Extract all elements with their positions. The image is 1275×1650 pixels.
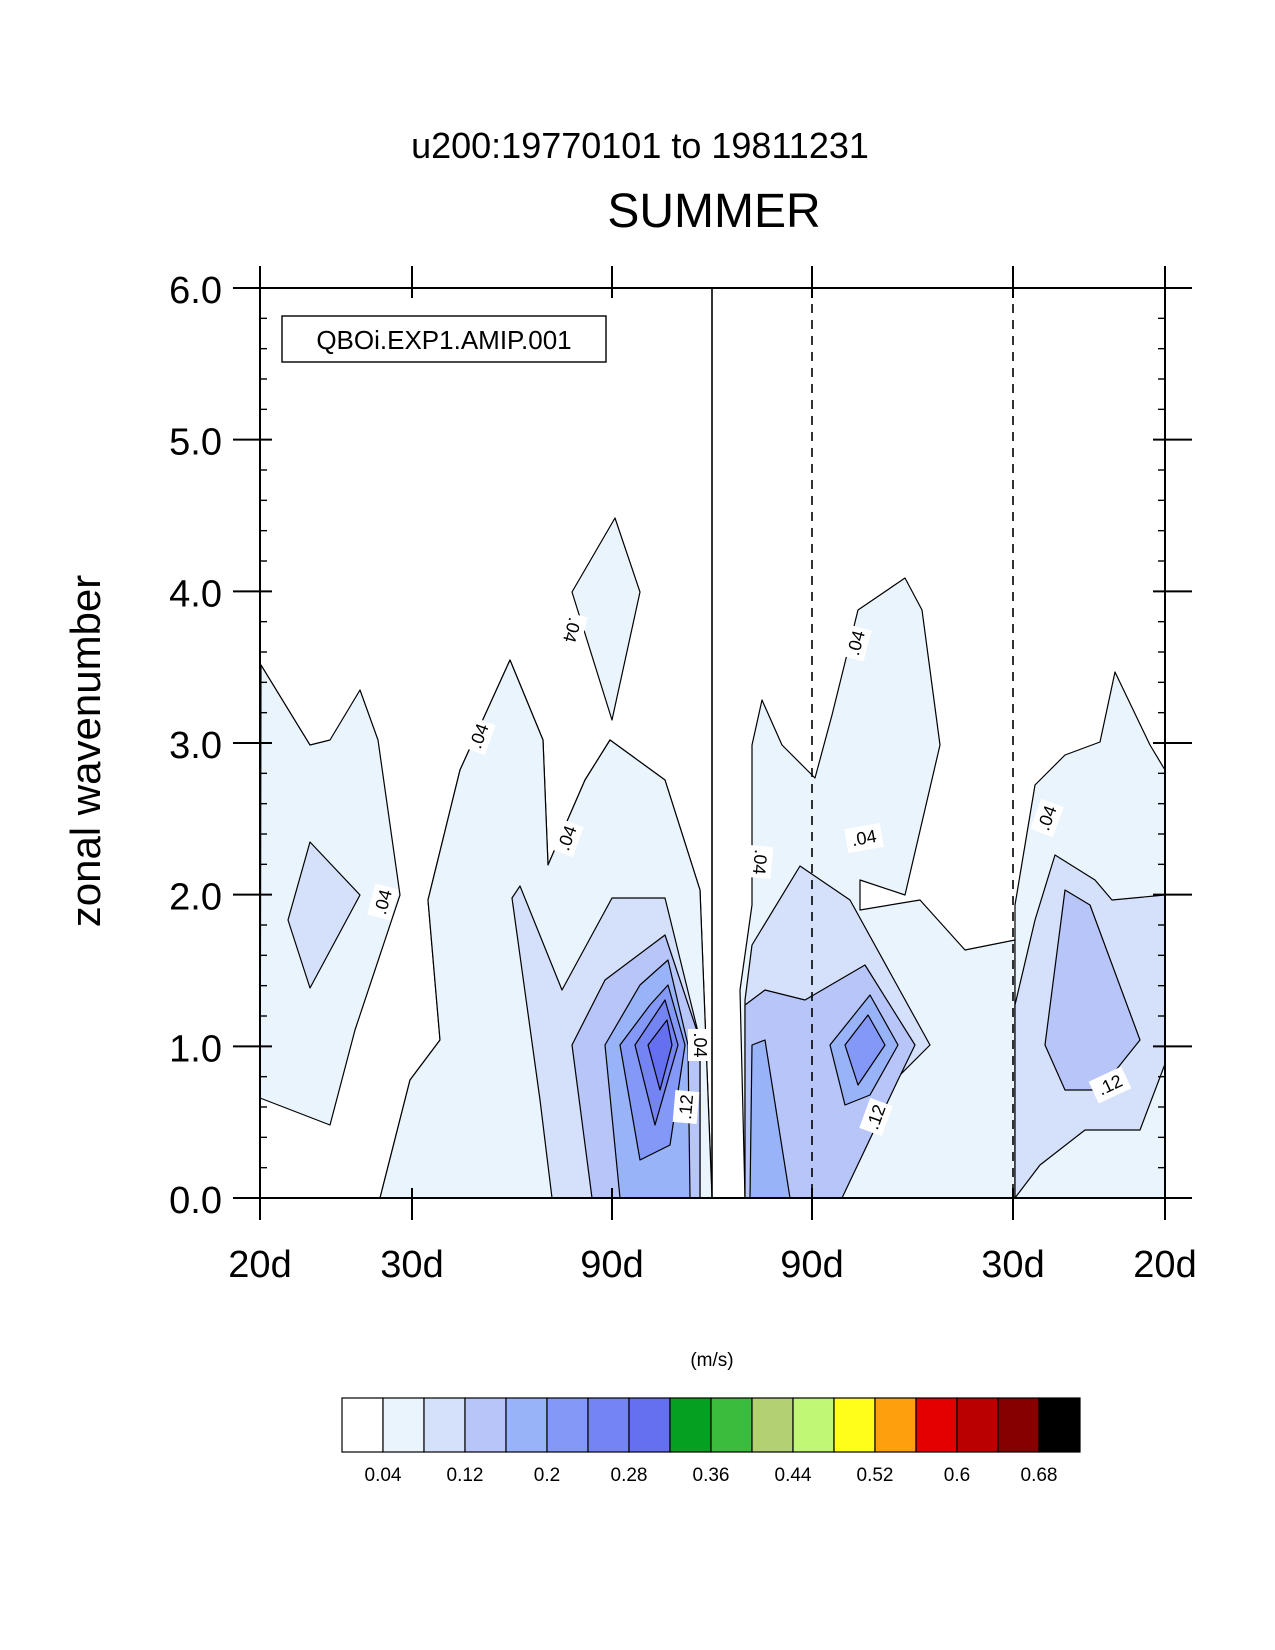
colorbar-swatch bbox=[587, 1397, 630, 1453]
colorbar-swatch bbox=[751, 1397, 794, 1453]
contour-fill-top-blob bbox=[571, 517, 641, 721]
x-axis: 20d 30d 90d 90d 30d 20d bbox=[228, 266, 1197, 1286]
colorbar-label: 0.6 bbox=[944, 1465, 970, 1486]
y-tick-label: 0.0 bbox=[169, 1180, 222, 1222]
colorbar-label: 0.2 bbox=[534, 1465, 560, 1486]
y-tick-label: 6.0 bbox=[169, 270, 222, 312]
colorbar-swatch bbox=[874, 1397, 917, 1453]
y-axis: 0.0 1.0 2.0 3.0 4.0 5.0 6.0 bbox=[169, 270, 1192, 1222]
colorbar-swatch bbox=[464, 1397, 507, 1453]
colorbar-swatch bbox=[546, 1397, 589, 1453]
colorbar-label: 0.28 bbox=[611, 1465, 648, 1486]
colorbar-label: 0.04 bbox=[365, 1465, 402, 1486]
contour-fill-left-0.52 bbox=[647, 1019, 673, 1091]
y-tick-label: 2.0 bbox=[169, 877, 222, 919]
colorbar-swatch bbox=[423, 1397, 466, 1453]
colorbar: 0.04 0.12 0.2 0.28 0.36 0.44 0.52 0.6 0.68 bbox=[341, 1397, 1081, 1486]
colorbar-swatch bbox=[1038, 1397, 1081, 1453]
colorbar-swatch bbox=[997, 1397, 1040, 1453]
x-tick-label: 90d bbox=[580, 1244, 643, 1286]
colorbar-swatch bbox=[792, 1397, 835, 1453]
reference-lines bbox=[711, 288, 1014, 1198]
y-tick-label: 4.0 bbox=[169, 573, 222, 615]
contour-fills bbox=[259, 517, 1166, 1199]
contour-fill-center-right-0.36 bbox=[844, 1014, 886, 1086]
colorbar-swatch bbox=[505, 1397, 548, 1453]
colorbar-swatch bbox=[956, 1397, 999, 1453]
colorbar-label: 0.52 bbox=[857, 1465, 894, 1486]
y-tick-label: 5.0 bbox=[169, 422, 222, 464]
experiment-legend: QBOi.EXP1.AMIP.001 bbox=[281, 315, 607, 363]
colorbar-swatch bbox=[915, 1397, 958, 1453]
colorbar-label: 0.44 bbox=[775, 1465, 812, 1486]
contour-label: .04 bbox=[690, 1032, 710, 1057]
chart-title: SUMMER bbox=[607, 185, 820, 238]
contour-label: .04 bbox=[749, 849, 771, 876]
units-label: (m/s) bbox=[690, 1350, 733, 1371]
colorbar-label: 0.68 bbox=[1021, 1465, 1058, 1486]
y-axis-label: zonal wavenumber bbox=[62, 575, 109, 928]
contour-label: .04 bbox=[850, 826, 878, 850]
y-tick-label: 1.0 bbox=[169, 1028, 222, 1070]
colorbar-swatch bbox=[341, 1397, 384, 1453]
colorbar-swatch bbox=[382, 1397, 425, 1453]
y-tick-label: 3.0 bbox=[169, 725, 222, 767]
experiment-label: QBOi.EXP1.AMIP.001 bbox=[316, 325, 571, 355]
contour-fill-right-0.20 bbox=[1044, 889, 1141, 1091]
x-tick-label: 30d bbox=[380, 1244, 443, 1286]
colorbar-label: 0.12 bbox=[447, 1465, 484, 1486]
colorbar-label: 0.36 bbox=[693, 1465, 730, 1486]
colorbar-swatch bbox=[710, 1397, 753, 1453]
x-tick-label: 20d bbox=[1133, 1244, 1196, 1286]
contour-label: .12 bbox=[675, 1094, 697, 1121]
x-tick-label: 20d bbox=[228, 1244, 291, 1286]
contour-fill-left-0.12 bbox=[287, 841, 361, 989]
chart-supertitle: u200:19770101 to 19811231 bbox=[411, 125, 869, 166]
x-tick-label: 90d bbox=[780, 1244, 843, 1286]
colorbar-swatch bbox=[628, 1397, 671, 1453]
colorbar-swatch bbox=[669, 1397, 712, 1453]
colorbar-swatch bbox=[833, 1397, 876, 1453]
x-tick-label: 30d bbox=[981, 1244, 1044, 1286]
